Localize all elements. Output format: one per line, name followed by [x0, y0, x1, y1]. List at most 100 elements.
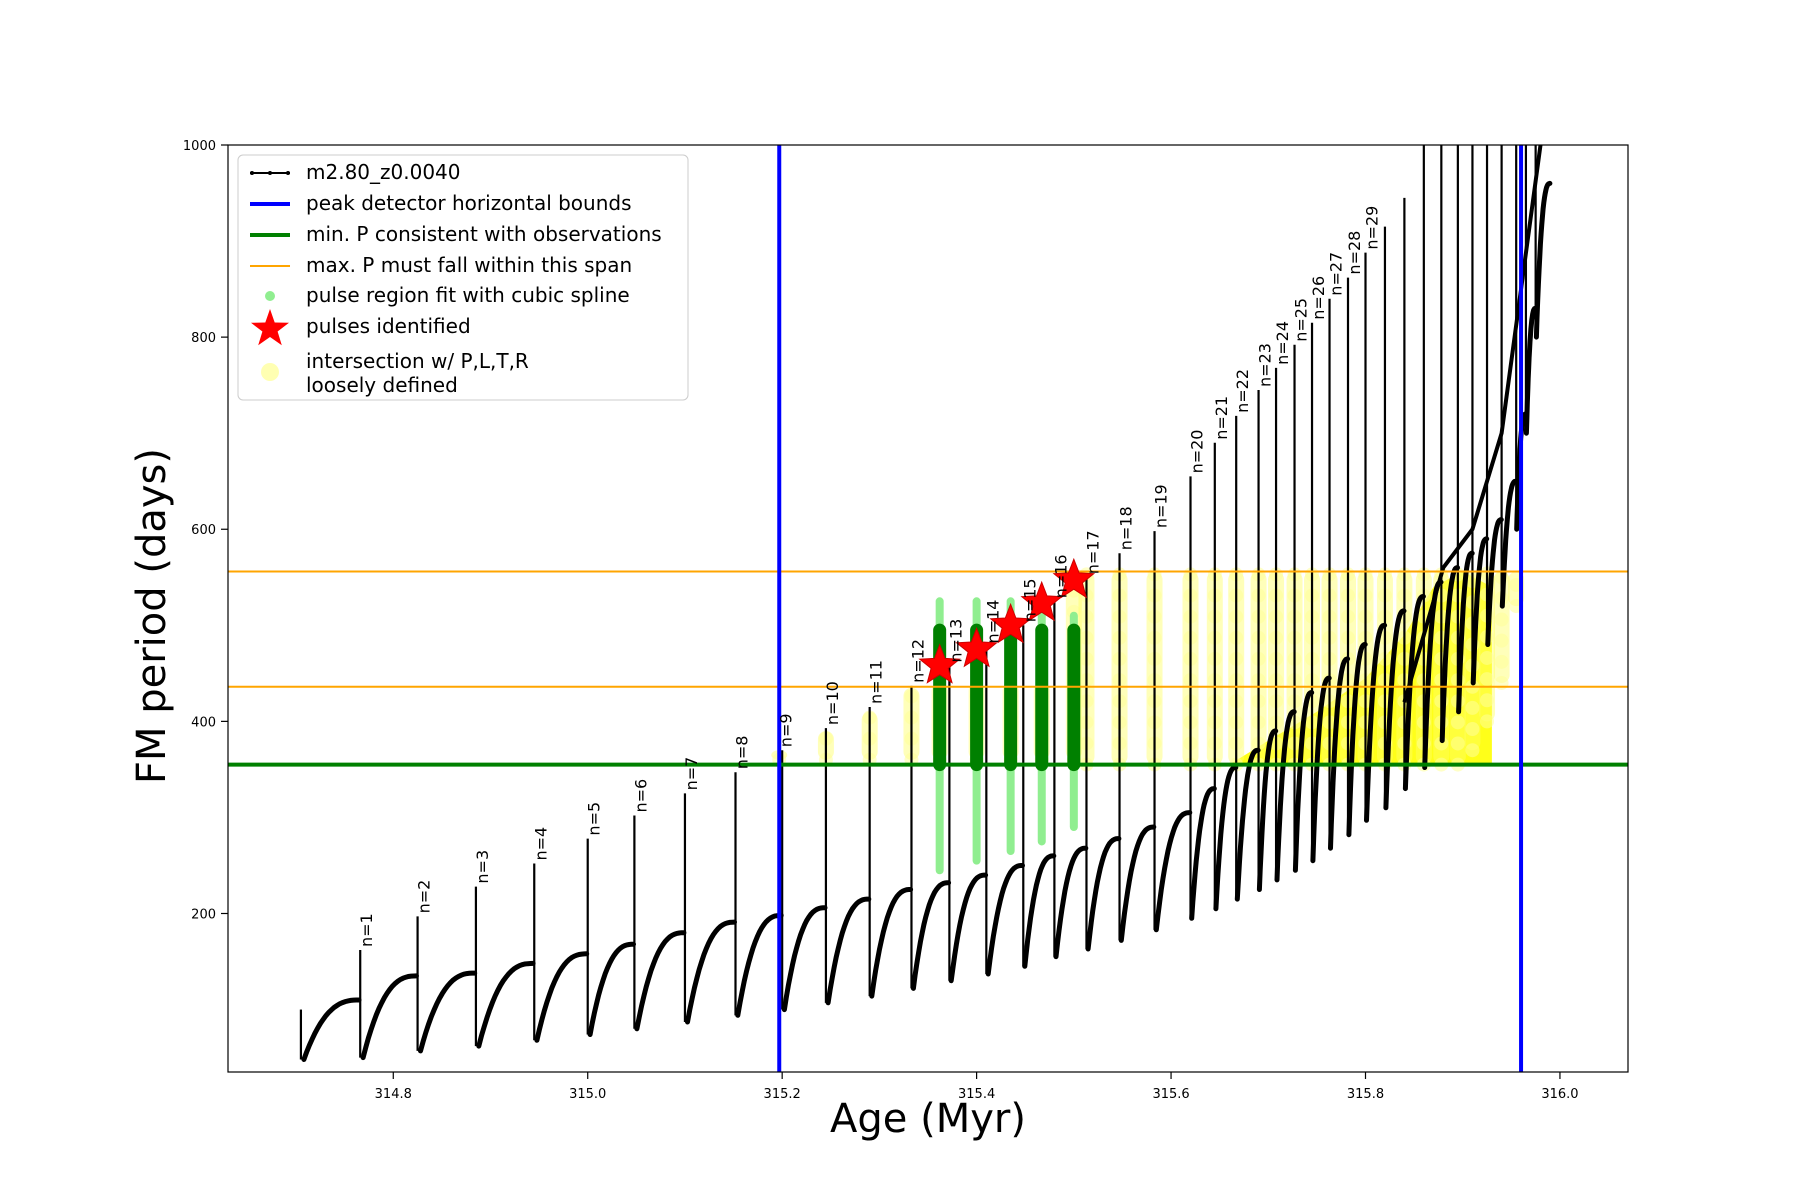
pulse-identified-star [918, 643, 961, 684]
intersection-loose-point [1494, 675, 1509, 690]
pulse-identified-star [989, 602, 1032, 644]
pulse-recovery [910, 880, 952, 991]
pulse-label: n=4 [531, 827, 550, 861]
pulse-label: n=7 [682, 757, 701, 791]
x-tick-label: 315.2 [764, 1087, 801, 1102]
legend-handle-dot [250, 171, 254, 175]
x-tick-label: 315.8 [1347, 1087, 1384, 1102]
pulse-recovery [1499, 478, 1519, 609]
pulse-label: n=19 [1152, 484, 1171, 528]
pulse-identified-star [1020, 580, 1064, 622]
pulse-recovery [1234, 747, 1261, 902]
pulse-recovery [1022, 853, 1057, 969]
pulse-label: n=25 [1292, 298, 1311, 342]
intersection-loose-point [1494, 654, 1509, 669]
legend-label: max. P must fall within this span [306, 253, 632, 277]
pulse-label: n=15 [1020, 578, 1039, 622]
legend-handle-dot [286, 171, 290, 175]
pulse-recovery [1533, 180, 1553, 340]
intersection-loose-point [1494, 633, 1509, 648]
plot-data-layer [228, 145, 1628, 1072]
pulse-label: n=1 [357, 913, 376, 947]
pulse-label: n=26 [1309, 276, 1328, 320]
pulse-recovery [534, 951, 590, 1043]
intersection-loose-point [1465, 722, 1480, 737]
pulse-label: n=21 [1212, 396, 1231, 440]
pulse-recovery [948, 872, 989, 984]
x-tick-label: 315.6 [1152, 1087, 1189, 1102]
legend-handle-dot [265, 291, 275, 301]
pulse-label: n=3 [473, 850, 492, 884]
pulse-recovery [1523, 305, 1538, 436]
pulse-recovery [1456, 550, 1475, 715]
pulse-recovery [1439, 565, 1460, 744]
legend-handle-star [251, 309, 289, 346]
intersection-loose-point [1465, 700, 1480, 715]
axes-layer: n=1 n=2 n=3 n=4 n=5 n=6 n=7 n=8 n=9 n=10 n=11 n=12 n… [183, 139, 1629, 1102]
pulse-label: n=12 [908, 639, 927, 683]
x-axis-label: Age (Myr) [830, 1096, 1026, 1142]
intersection-loose-point [1465, 743, 1480, 758]
intersection-loose-point [1434, 736, 1449, 751]
pulse-recovery [1189, 786, 1217, 921]
pulse-label: n=16 [1051, 554, 1070, 598]
pulse-recovery [587, 941, 636, 1037]
pulse-label: n=2 [415, 880, 434, 914]
pulse-label: n=18 [1117, 506, 1136, 550]
intersection-loose-point [1480, 693, 1495, 708]
y-tick-label: 200 [191, 907, 216, 922]
pulse-label: n=28 [1345, 231, 1364, 275]
pulse-label: n=11 [867, 660, 886, 704]
plot-frame [227, 144, 1629, 1073]
pulse-recovery [1256, 728, 1279, 892]
x-tick-label: 315.0 [569, 1087, 606, 1102]
legend-box [237, 154, 689, 401]
pulse-recovery [1310, 675, 1332, 864]
pulse-label: n=20 [1188, 430, 1207, 474]
pulse-recovery [418, 970, 478, 1054]
pulse-recovery [301, 997, 362, 1062]
pulse-recovery [1402, 594, 1426, 792]
legend-label: min. P consistent with observations [306, 222, 662, 246]
pulse-recovery [825, 896, 872, 1006]
intersection-loose-point [1480, 650, 1495, 665]
pulse-recovery [985, 863, 1025, 977]
pulse-recovery [476, 960, 536, 1049]
pulse-recovery [1470, 536, 1490, 686]
legend-label: intersection w/ P,L,T,R [306, 349, 529, 373]
pulse-label: n=13 [946, 619, 965, 663]
legend-handle-big-dot [261, 363, 279, 381]
pulse-identified-star [955, 626, 998, 668]
pulse-recovery [360, 973, 419, 1061]
pulse-recovery [685, 919, 737, 1025]
pulse-label: n=17 [1083, 530, 1102, 574]
y-axis-label: FM period (days) [129, 448, 175, 784]
intersection-loose-point [1480, 672, 1495, 687]
y-tick-label: 800 [191, 331, 216, 346]
pulse-recovery [1383, 608, 1407, 811]
legend-label: pulse region fit with cubic spline [306, 283, 630, 307]
pulse-label: n=8 [733, 736, 752, 770]
pulse-recovery [735, 912, 784, 1018]
legend-label: pulses identified [306, 314, 471, 338]
intersection-loose-point [1450, 715, 1465, 730]
pulse-recovery [1213, 765, 1239, 912]
pulse-identified-star [1052, 557, 1096, 599]
y-tick-label: 600 [191, 523, 216, 538]
y-tick-label: 400 [191, 715, 216, 730]
pulse-recovery [1053, 845, 1089, 960]
pulse-label: n=9 [776, 713, 795, 747]
pulse-label: n=29 [1363, 206, 1382, 250]
pulse-label: n=6 [631, 779, 650, 813]
legend-label: peak detector horizontal bounds [306, 191, 632, 215]
intersection-loose-point [1450, 736, 1465, 751]
legend-label: m2.80_z0.0040 [306, 160, 461, 184]
pulse-recovery [1153, 810, 1193, 933]
pulse-label: n=10 [823, 681, 842, 725]
legend-label: loosely defined [306, 373, 458, 397]
pulse-label: n=24 [1273, 321, 1292, 365]
legend-handle-dot [268, 171, 272, 175]
